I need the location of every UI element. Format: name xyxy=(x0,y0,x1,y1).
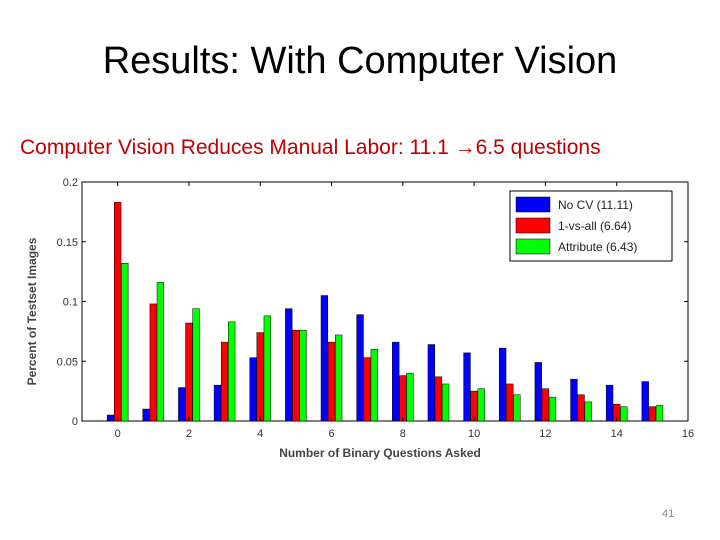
bar xyxy=(584,401,592,422)
bar xyxy=(156,282,165,422)
bar xyxy=(541,388,550,422)
bar xyxy=(399,375,407,422)
y-axis-label: Percent of Testset Images xyxy=(25,237,39,385)
legend-swatch xyxy=(515,196,551,213)
bar xyxy=(256,332,264,422)
bar xyxy=(213,384,222,422)
arrow-right-icon: → xyxy=(454,136,476,159)
bar xyxy=(228,321,236,422)
bar xyxy=(335,334,343,422)
x-tick-label: 14 xyxy=(611,428,623,440)
bar xyxy=(570,378,578,422)
legend-label: 1-vs-all (6.64) xyxy=(558,219,631,233)
bar xyxy=(142,408,150,422)
bar xyxy=(149,303,157,422)
subtitle-suffix: 6.5 questions xyxy=(475,136,601,159)
x-tick-label: 2 xyxy=(186,428,192,440)
x-axis-label: Number of Binary Questions Asked xyxy=(279,446,481,460)
slide-title: Results: With Computer Vision xyxy=(102,40,618,82)
bar xyxy=(463,352,471,422)
legend-label: Attribute (6.43) xyxy=(558,240,637,254)
bar xyxy=(178,387,186,422)
x-tick-label: 4 xyxy=(257,428,263,440)
y-tick-label: 0.2 xyxy=(63,177,78,189)
x-tick-label: 16 xyxy=(682,428,694,440)
bar xyxy=(299,329,307,422)
bar xyxy=(534,362,542,422)
bar xyxy=(114,202,122,422)
bar-chart: 0 0.05 0.1 0.15 0.2 0 2 4 6 8 10 12 14 16 Number of Bi… xyxy=(25,177,694,460)
bar xyxy=(434,376,443,422)
y-tick-label: 0.1 xyxy=(63,297,78,309)
bar xyxy=(249,357,257,422)
bar xyxy=(185,322,193,422)
bar xyxy=(506,383,514,422)
bar xyxy=(320,295,329,422)
bar xyxy=(356,314,364,422)
bar xyxy=(655,405,664,422)
bar xyxy=(121,263,129,422)
bar xyxy=(648,406,656,422)
x-tick-label: 8 xyxy=(400,428,406,440)
bar xyxy=(513,394,521,422)
bar xyxy=(605,384,614,422)
bar xyxy=(641,381,649,422)
legend-label: No CV (11.11) xyxy=(558,198,633,212)
bar xyxy=(577,394,585,422)
legend-swatch xyxy=(515,238,551,255)
bar xyxy=(477,388,485,422)
x-tick-label: 0 xyxy=(115,428,121,440)
legend-swatch xyxy=(515,217,551,234)
x-tick-label: 12 xyxy=(539,428,551,440)
bar xyxy=(220,341,229,422)
subtitle-prefix: Computer Vision Reduces Manual Labor: 11… xyxy=(20,136,455,159)
bar xyxy=(406,372,414,422)
y-tick-label: 0 xyxy=(72,416,78,428)
slide-number: 41 xyxy=(662,508,675,520)
bar xyxy=(548,396,557,422)
slide-subtitle: Computer Vision Reduces Manual Labor: 11… xyxy=(20,136,601,160)
bar xyxy=(427,344,435,422)
bar xyxy=(620,406,628,422)
bar xyxy=(192,308,200,422)
bar xyxy=(470,390,478,422)
bar xyxy=(292,329,300,422)
y-tick-label: 0.05 xyxy=(57,356,78,368)
bar xyxy=(363,357,371,422)
x-tick-label: 6 xyxy=(328,428,334,440)
bar xyxy=(106,414,115,422)
bar xyxy=(285,308,293,422)
bar xyxy=(327,341,336,422)
bar xyxy=(499,347,507,422)
y-tick-label: 0.15 xyxy=(57,237,78,249)
bar xyxy=(263,315,271,422)
x-tick-label: 10 xyxy=(468,428,480,440)
bar xyxy=(392,341,400,422)
bar xyxy=(370,349,378,422)
bar xyxy=(441,383,450,422)
